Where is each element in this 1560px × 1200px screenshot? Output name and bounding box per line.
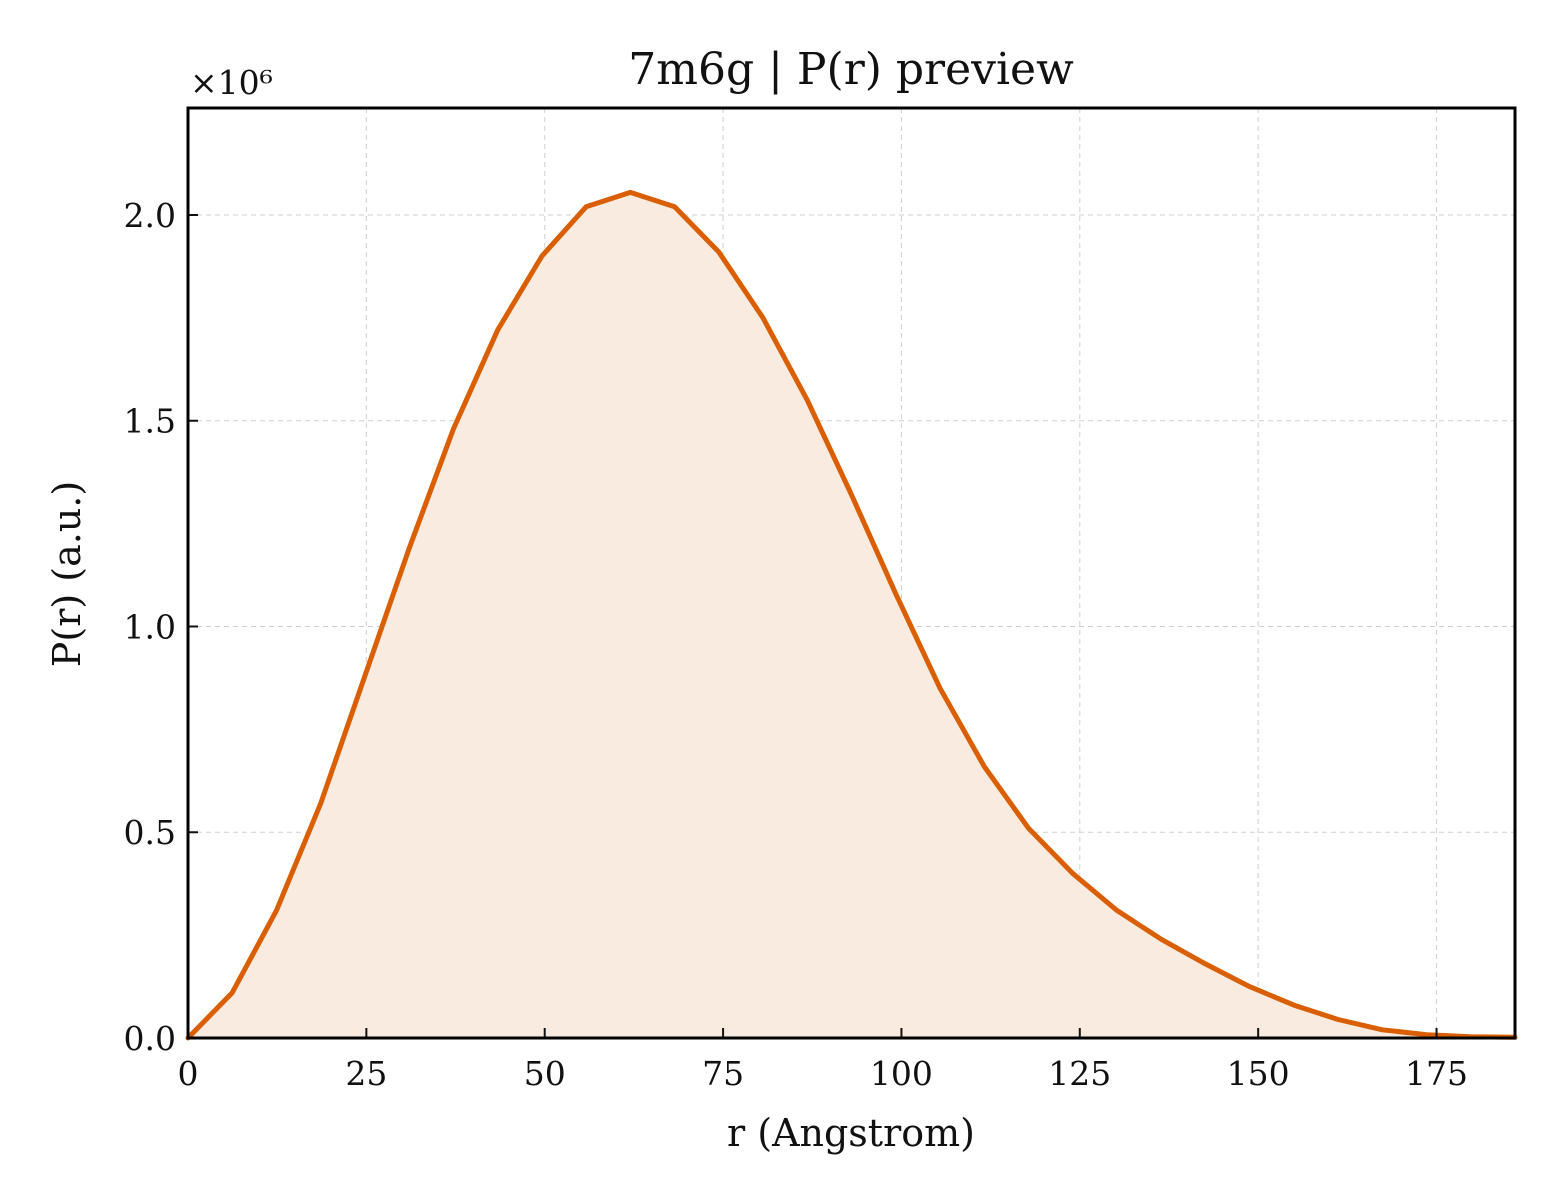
x-tick-label: 100 (870, 1054, 933, 1093)
chart-title: 7m6g | P(r) preview (628, 44, 1074, 95)
y-tick-label: 1.5 (124, 402, 176, 441)
x-tick-label: 175 (1405, 1054, 1468, 1093)
y-tick-label: 0.0 (124, 1019, 176, 1058)
y-axis-multiplier: ×10⁶ (190, 63, 273, 102)
x-tick-label: 150 (1227, 1054, 1290, 1093)
x-tick-label: 125 (1048, 1054, 1111, 1093)
x-tick-label: 25 (345, 1054, 387, 1093)
y-axis-label: P(r) (a.u.) (45, 481, 89, 667)
x-tick-label: 50 (524, 1054, 566, 1093)
y-tick-label: 1.0 (124, 607, 176, 646)
y-tick-label: 2.0 (124, 196, 176, 235)
series-line (185, 189, 1518, 1041)
tick-layer: 0 25 50 75 100 125 150 175 0.0 0.5 1.0 1.5 2.0 (124, 196, 1469, 1093)
x-axis-label: r (Angstrom) (727, 1111, 975, 1155)
y-tick-label: 0.5 (124, 813, 176, 852)
plot-frame (186, 106, 1517, 1040)
area-fill (188, 192, 1515, 1038)
x-tick-label: 0 (178, 1054, 199, 1093)
x-tick-label: 75 (702, 1054, 744, 1093)
